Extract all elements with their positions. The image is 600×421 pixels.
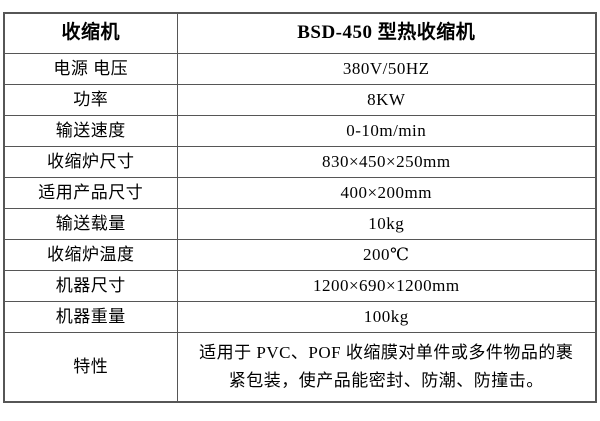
spec-value-cell: 830×450×250mm — [176, 146, 597, 178]
spec-header-value: BSD-450 型热收缩机 — [176, 12, 597, 54]
spec-row-machine-weight: 机器重量 100kg — [3, 301, 597, 333]
spec-label-cell: 输送速度 — [3, 115, 178, 147]
spec-table: 收缩机 BSD-450 型热收缩机 电源 电压 380V/50HZ 功率 8KW… — [3, 12, 597, 403]
spec-row-conveying-load: 输送载量 10kg — [3, 208, 597, 240]
spec-row-machine-size: 机器尺寸 1200×690×1200mm — [3, 270, 597, 302]
spec-value-cell: 200℃ — [176, 239, 597, 271]
spec-label-cell: 机器重量 — [3, 301, 178, 333]
spec-row-features: 特性 适用于 PVC、POF 收缩膜对单件或多件物品的裹紧包装，使产品能密封、防… — [3, 332, 597, 403]
spec-header-label: 收缩机 — [3, 12, 178, 54]
spec-header-row: 收缩机 BSD-450 型热收缩机 — [3, 12, 597, 54]
feature-label-cell: 特性 — [3, 332, 178, 403]
spec-label-cell: 机器尺寸 — [3, 270, 178, 302]
spec-row-power: 功率 8KW — [3, 84, 597, 116]
spec-label-cell: 收缩炉尺寸 — [3, 146, 178, 178]
spec-label-cell: 功率 — [3, 84, 178, 116]
spec-row-furnace-temperature: 收缩炉温度 200℃ — [3, 239, 597, 271]
spec-row-conveying-speed: 输送速度 0-10m/min — [3, 115, 597, 147]
spec-value-cell: 0-10m/min — [176, 115, 597, 147]
spec-label-cell: 电源 电压 — [3, 53, 178, 85]
spec-row-product-size: 适用产品尺寸 400×200mm — [3, 177, 597, 209]
spec-label-cell: 收缩炉温度 — [3, 239, 178, 271]
spec-row-furnace-size: 收缩炉尺寸 830×450×250mm — [3, 146, 597, 178]
spec-label-cell: 适用产品尺寸 — [3, 177, 178, 209]
feature-value-cell: 适用于 PVC、POF 收缩膜对单件或多件物品的裹紧包装，使产品能密封、防潮、防… — [176, 332, 597, 403]
spec-value-cell: 10kg — [176, 208, 597, 240]
spec-row-power-voltage: 电源 电压 380V/50HZ — [3, 53, 597, 85]
spec-value-cell: 380V/50HZ — [176, 53, 597, 85]
spec-value-cell: 1200×690×1200mm — [176, 270, 597, 302]
spec-label-cell: 输送载量 — [3, 208, 178, 240]
spec-value-cell: 8KW — [176, 84, 597, 116]
spec-value-cell: 100kg — [176, 301, 597, 333]
spec-value-cell: 400×200mm — [176, 177, 597, 209]
